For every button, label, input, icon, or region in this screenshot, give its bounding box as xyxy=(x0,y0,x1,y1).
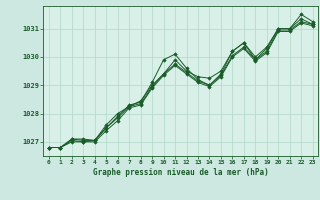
X-axis label: Graphe pression niveau de la mer (hPa): Graphe pression niveau de la mer (hPa) xyxy=(93,168,269,177)
